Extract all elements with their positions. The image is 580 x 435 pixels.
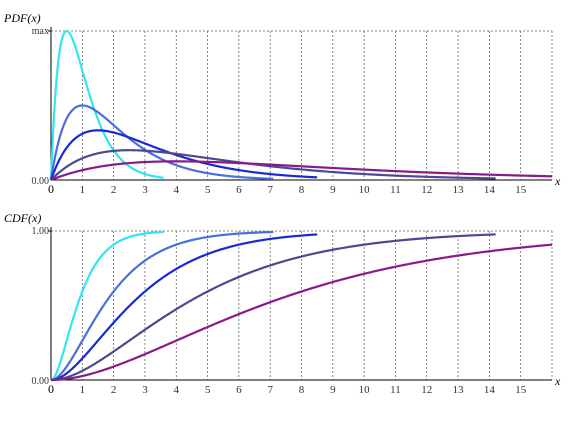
series-line-4 [50,233,496,382]
x-tick-label: 13 [453,184,465,196]
x-tick-label: 14 [484,384,496,396]
x-tick-label: 0 [48,382,54,396]
x-tick-label: 2 [111,384,117,396]
x-tick-label: 14 [484,184,496,196]
x-tick-label: 11 [390,184,401,196]
x-tick-label: 4 [174,384,180,396]
x-tick-label: 9 [330,384,336,396]
x-tick-label: 1 [80,184,86,196]
cdf-chart: CDF(x)0.001.000 1 2 3 4 5 6 7 8 9 10 11 12 13 14 15x [4,211,561,396]
x-tick-label: 15 [515,184,527,196]
x-tick-label: 7 [267,384,273,396]
chart-title: PDF(x) [3,11,41,25]
x-tick-label: 1 [80,384,86,396]
y-label-bottom: 0.00 [32,176,50,187]
x-tick-label: 6 [236,184,242,196]
series-line-3 [49,129,318,181]
y-label-top: 1.00 [32,226,50,237]
x-axis-label: x [554,374,561,388]
x-tick-label: 4 [174,184,180,196]
x-tick-label: 12 [421,184,432,196]
x-tick-label: 5 [205,184,211,196]
x-axis-label: x [554,174,561,188]
x-tick-label: 5 [205,384,211,396]
series-line-3 [50,233,318,382]
series-line-1 [50,230,165,382]
x-tick-label: 12 [421,384,432,396]
x-tick-label: 8 [299,184,305,196]
grid [51,30,553,180]
x-tick-label: 7 [267,184,273,196]
y-label-bottom: 0.00 [32,376,50,387]
series-line-1 [49,29,165,181]
x-tick-label: 15 [515,384,527,396]
series-line-5 [50,160,553,182]
series-line-4 [50,149,496,181]
series-line-2 [49,104,274,181]
x-tick-label: 0 [48,182,54,196]
series-line-5 [50,243,553,382]
x-tick-label: 3 [142,384,148,396]
x-tick-label: 3 [142,184,148,196]
x-tick-label: 10 [359,184,371,196]
y-label-top: max [32,26,49,37]
x-tick-label: 6 [236,384,242,396]
chart-title: CDF(x) [4,211,41,225]
x-tick-label: 13 [453,384,465,396]
x-tick-label: 8 [299,384,305,396]
x-tick-label: 9 [330,184,336,196]
x-tick-label: 11 [390,384,401,396]
series-line-2 [50,230,274,382]
x-tick-label: 10 [359,384,371,396]
x-tick-label: 2 [111,184,117,196]
